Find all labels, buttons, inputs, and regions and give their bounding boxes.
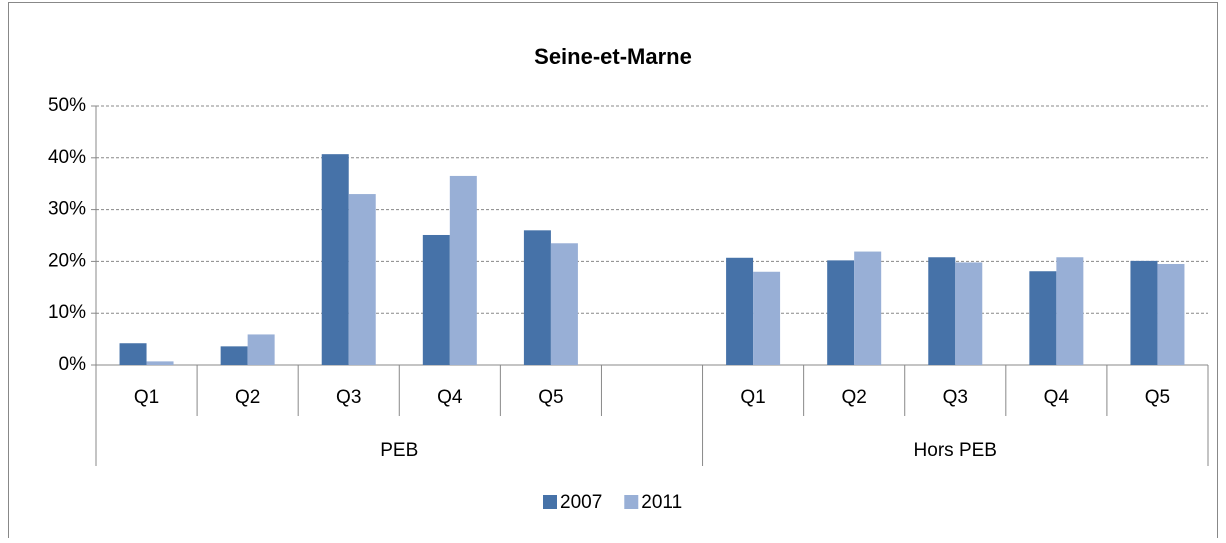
bar bbox=[146, 361, 174, 365]
legend-label: 2007 bbox=[560, 492, 602, 513]
x-tick-label: Q3 bbox=[943, 387, 968, 408]
x-tick-label: Q2 bbox=[842, 387, 867, 408]
bar bbox=[753, 271, 781, 365]
bar bbox=[854, 251, 882, 365]
y-tick-label: 50% bbox=[48, 95, 86, 116]
group-label: Hors PEB bbox=[914, 440, 997, 461]
y-tick-label: 30% bbox=[48, 199, 86, 220]
x-tick-label: Q3 bbox=[336, 387, 361, 408]
bar bbox=[422, 234, 450, 365]
bar bbox=[119, 343, 147, 365]
x-tick-label: Q4 bbox=[1044, 387, 1070, 408]
bar bbox=[1157, 263, 1185, 365]
legend-swatch bbox=[543, 495, 557, 509]
x-tick-label: Q4 bbox=[437, 387, 463, 408]
bar bbox=[928, 257, 956, 365]
y-tick-label: 40% bbox=[48, 147, 86, 168]
bar bbox=[726, 257, 754, 365]
group-label: PEB bbox=[380, 440, 418, 461]
bar bbox=[827, 260, 855, 365]
bar bbox=[550, 243, 578, 365]
chart-title: Seine-et-Marne bbox=[534, 44, 692, 69]
bar bbox=[955, 262, 983, 365]
x-tick-label: Q1 bbox=[134, 387, 159, 408]
chart-border bbox=[8, 2, 1218, 543]
bar bbox=[247, 334, 275, 365]
bar bbox=[348, 194, 376, 365]
legend-label: 2011 bbox=[641, 492, 682, 513]
bar bbox=[220, 346, 248, 365]
bar bbox=[1130, 260, 1158, 365]
y-tick-label: 20% bbox=[48, 250, 86, 271]
x-tick-label: Q2 bbox=[235, 387, 260, 408]
y-tick-label: 10% bbox=[48, 302, 86, 323]
bar bbox=[1029, 271, 1057, 365]
x-tick-label: Q5 bbox=[538, 387, 563, 408]
x-tick-label: Q1 bbox=[740, 387, 765, 408]
x-tick-label: Q5 bbox=[1145, 387, 1170, 408]
bar bbox=[523, 230, 551, 365]
y-tick-label: 0% bbox=[59, 354, 87, 375]
bar bbox=[321, 154, 349, 365]
bar bbox=[1056, 257, 1084, 365]
legend-swatch bbox=[624, 495, 639, 509]
bar bbox=[449, 175, 477, 365]
